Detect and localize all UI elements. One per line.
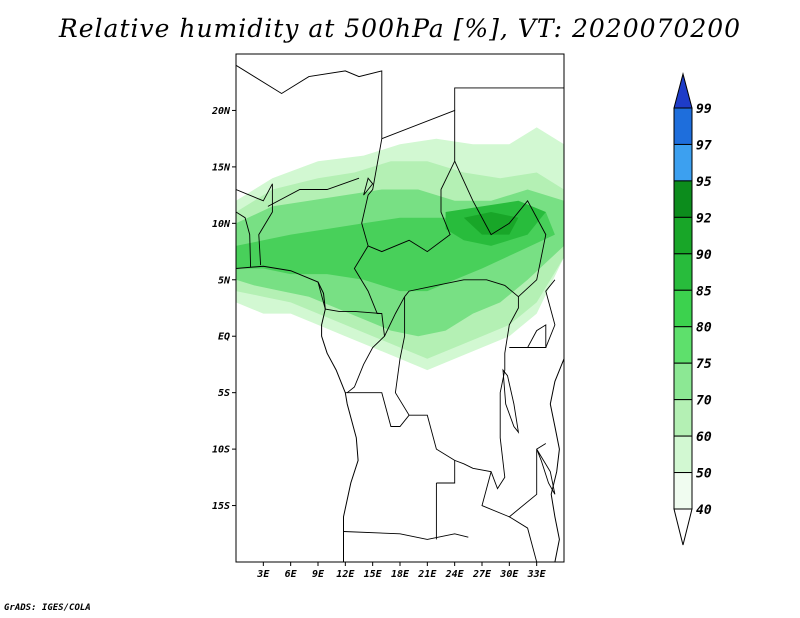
country-border bbox=[267, 177, 360, 207]
lat-tick-label: 10N bbox=[212, 219, 231, 230]
lon-tick-label: 21E bbox=[417, 569, 437, 580]
lon-tick-label: 6E bbox=[285, 569, 298, 580]
lon-tick-label: 9E bbox=[312, 569, 325, 580]
country-border bbox=[345, 392, 410, 427]
colorbar-label: 95 bbox=[696, 175, 712, 190]
country-border bbox=[367, 109, 456, 253]
colorbar-segment bbox=[673, 472, 693, 510]
lat-tick-label: 5S bbox=[218, 388, 230, 399]
colorbar-segment bbox=[673, 508, 693, 546]
lon-tick-label: 3E bbox=[256, 569, 270, 580]
country-border bbox=[346, 296, 405, 394]
colorbar-label: 85 bbox=[696, 284, 712, 299]
country-border bbox=[343, 531, 469, 540]
lat-tick-label: 15N bbox=[212, 162, 231, 173]
lat-tick-label: 20N bbox=[211, 106, 231, 117]
colorbar-segment bbox=[673, 399, 693, 437]
colorbar: 99 97 95 92 90 85 80 75 70 60 50 40 bbox=[673, 72, 712, 546]
lon-tick-label: 24E bbox=[445, 569, 465, 580]
lon-tick-label: 30E bbox=[499, 569, 519, 580]
lake-outline bbox=[526, 324, 547, 348]
colorbar-label: 90 bbox=[696, 248, 712, 263]
longitude-axis: 3E 6E 9E 12E 15E 18E 21E 24E 27E 30E 33E bbox=[256, 562, 547, 580]
country-border bbox=[436, 460, 456, 484]
colorbar-label: 97 bbox=[696, 138, 712, 153]
west-coastline bbox=[236, 265, 359, 562]
colorbar-segment bbox=[673, 435, 693, 474]
lat-tick-label: EQ bbox=[218, 332, 230, 343]
map-title: Relative humidity at 500hPa [%], VT: 202… bbox=[58, 14, 742, 43]
colorbar-label: 70 bbox=[696, 394, 712, 409]
humidity-region-92 bbox=[463, 212, 519, 235]
lake-outline bbox=[536, 448, 556, 495]
colorbar-segment bbox=[673, 326, 693, 364]
lon-tick-label: 15E bbox=[364, 569, 383, 580]
lon-tick-label: 27E bbox=[472, 569, 492, 580]
country-border bbox=[317, 281, 382, 315]
lat-tick-label: 5N bbox=[218, 275, 231, 286]
country-border bbox=[404, 161, 547, 298]
colorbar-label: 99 bbox=[696, 102, 712, 117]
colorbar-segment bbox=[673, 143, 693, 182]
lake-outline bbox=[502, 368, 520, 434]
country-border bbox=[236, 64, 385, 337]
lake-outline bbox=[363, 177, 374, 196]
colorbar-label: 50 bbox=[696, 467, 712, 482]
colorbar-segment bbox=[673, 253, 693, 291]
country-border bbox=[394, 296, 519, 490]
colorbar-label: 40 bbox=[696, 503, 712, 518]
lon-tick-label: 18E bbox=[391, 569, 410, 580]
grads-credit: GrADS: IGES/COLA bbox=[4, 603, 91, 613]
country-border bbox=[509, 516, 538, 562]
colorbar-label: 80 bbox=[696, 321, 712, 336]
latitude-axis: 20N 15N 10N 5N EQ 5S 10S 15S bbox=[211, 106, 236, 512]
colorbar-label: 75 bbox=[696, 357, 712, 372]
colorbar-segment bbox=[673, 72, 693, 109]
colorbar-label: 60 bbox=[696, 430, 712, 445]
lat-tick-label: 15S bbox=[212, 501, 230, 512]
humidity-fill-layer bbox=[236, 127, 564, 371]
colorbar-segment bbox=[673, 107, 693, 145]
lat-tick-label: 10S bbox=[212, 445, 230, 456]
country-border bbox=[236, 211, 252, 268]
country-borders-layer bbox=[236, 64, 564, 562]
colorbar-segment bbox=[673, 216, 693, 255]
colorbar-segment bbox=[673, 289, 693, 328]
country-border bbox=[236, 183, 273, 266]
country-border bbox=[454, 87, 564, 111]
colorbar-segment bbox=[673, 362, 693, 401]
colorbar-segment bbox=[673, 180, 693, 218]
east-coastline bbox=[549, 358, 564, 562]
lon-tick-label: 33E bbox=[527, 569, 547, 580]
colorbar-label: 92 bbox=[696, 211, 712, 226]
lon-tick-label: 12E bbox=[336, 569, 355, 580]
country-border bbox=[481, 443, 547, 518]
